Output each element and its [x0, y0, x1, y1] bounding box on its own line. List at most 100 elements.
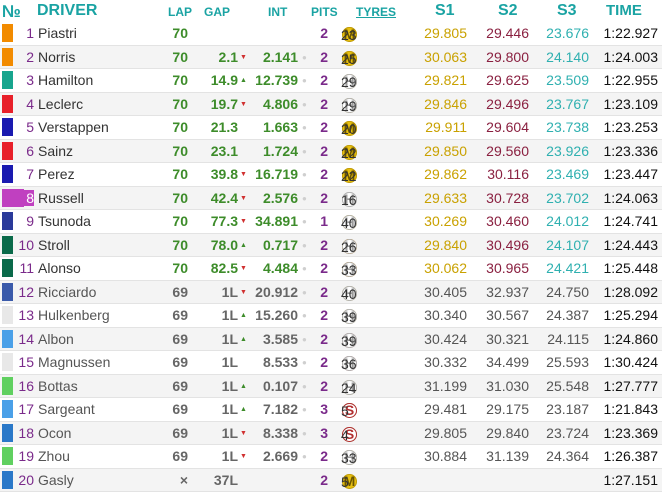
table-row[interactable]: 17Sargeant691L▲7.182●3MHHS529.48129.1752…	[0, 398, 662, 422]
sector3-time: 24.750	[546, 283, 589, 300]
driver-name[interactable]: Zhou	[38, 448, 70, 464]
driver-name[interactable]: Gasly	[38, 471, 74, 488]
lap-time: 1:23.253	[603, 119, 659, 135]
gap-value: 1L	[221, 354, 238, 370]
lap-count: 70	[172, 213, 188, 229]
driver-name[interactable]: Albon	[38, 330, 74, 347]
position-number: 15	[18, 354, 34, 370]
col-header-position[interactable]: №	[2, 2, 21, 21]
status-dot-icon: ●	[302, 264, 307, 273]
table-row[interactable]: 15Magnussen691L8.533●2SHH3630.33234.4992…	[0, 351, 662, 375]
tyre-hard-icon: H	[342, 238, 357, 254]
table-row[interactable]: 7Perez7039.8▼16.719●2MHM2229.86230.11623…	[0, 163, 662, 187]
sector1-time: 29.840	[424, 236, 467, 253]
tyre-age: 20	[341, 121, 357, 137]
pit-count: 2	[320, 166, 328, 182]
table-row[interactable]: 13Hulkenberg691L▲15.260●2MHH3930.34030.5…	[0, 304, 662, 328]
driver-name[interactable]: Verstappen	[38, 119, 109, 135]
col-header-sector3[interactable]: S3	[557, 2, 577, 19]
table-row[interactable]: 8Russell7042.4▼2.576●2HHH1629.63330.7282…	[0, 186, 662, 210]
col-header-gap[interactable]: GAP	[204, 5, 231, 19]
driver-name[interactable]: Tsunoda	[38, 213, 91, 229]
sector2-time: 29.840	[486, 424, 529, 441]
table-row[interactable]: 3Hamilton7014.9▲12.739●2MHH2929.82129.62…	[0, 69, 662, 93]
lap-time: 1:23.369	[603, 424, 659, 441]
sector2-time: 29.496	[486, 95, 529, 112]
sector2-time: 31.030	[486, 377, 529, 394]
pit-count: 2	[320, 119, 328, 135]
table-row[interactable]: 5Verstappen7021.31.663●2MHM2029.91129.60…	[0, 116, 662, 140]
driver-name[interactable]: Bottas	[38, 377, 78, 394]
driver-name[interactable]: Hamilton	[38, 72, 94, 88]
status-dot-icon: ●	[302, 193, 307, 203]
interval-value: 16.719	[255, 166, 298, 182]
status-dot-icon: ●	[302, 287, 307, 297]
col-header-tyres[interactable]: TYRES	[356, 5, 397, 19]
lap-time: 1:26.387	[603, 448, 659, 464]
col-header-interval[interactable]: INT	[268, 5, 288, 19]
team-color-bar	[2, 306, 13, 324]
driver-name[interactable]: Ocon	[38, 424, 72, 441]
team-color-bar	[2, 353, 13, 371]
table-row[interactable]: 2Norris702.1▼2.141●2MHM2530.06329.80024.…	[0, 45, 662, 69]
sector3-time: 24.364	[546, 448, 589, 464]
col-header-lap[interactable]: LAP	[168, 5, 192, 19]
gap-value: 42.4	[210, 189, 238, 206]
driver-name[interactable]: Russell	[38, 189, 84, 206]
driver-name[interactable]: Hulkenberg	[38, 307, 110, 323]
sector1-time: 29.633	[424, 189, 467, 206]
table-row[interactable]: 4Leclerc7019.7▼4.806●2MHH2929.84629.4962…	[0, 92, 662, 116]
driver-name[interactable]: Stroll	[38, 236, 70, 253]
driver-name[interactable]: Norris	[38, 48, 76, 65]
driver-name[interactable]: Piastri	[38, 25, 77, 41]
sector1-time: 29.805	[424, 424, 467, 441]
loss-arrow-icon: ▼	[240, 53, 247, 61]
interval-value: 2.141	[262, 48, 298, 65]
driver-name[interactable]: Sainz	[38, 142, 74, 159]
gain-arrow-icon: ▲	[240, 335, 247, 343]
sector1-time: 29.911	[425, 119, 467, 135]
table-row[interactable]: 6Sainz7023.11.724●2MHM2229.85029.56023.9…	[0, 139, 662, 163]
driver-name[interactable]: Alonso	[38, 260, 81, 276]
status-dot-icon: ●	[302, 99, 307, 109]
driver-rows: 1Piastri702MHM2329.80529.44623.6761:22.9…	[0, 22, 662, 492]
gap-value: 1L	[221, 330, 238, 347]
tyre-hard-icon: H	[342, 97, 357, 113]
table-row[interactable]: 19Zhou691L▼2.669●2MHH3330.88431.13924.36…	[0, 445, 662, 469]
col-header-time[interactable]: TIME	[606, 2, 642, 19]
gap-value: 1L	[221, 401, 238, 417]
position-number: 8	[13, 189, 34, 206]
lap-time: 1:24.003	[603, 48, 659, 65]
sector1-time: 30.884	[424, 448, 467, 464]
sector1-time: 29.850	[424, 142, 467, 159]
driver-name[interactable]: Sargeant	[38, 401, 95, 417]
interval-value: 15.260	[255, 307, 298, 323]
col-header-driver[interactable]: DRIVER	[37, 2, 98, 19]
gain-arrow-icon: ▲	[240, 406, 247, 413]
team-color-bar	[2, 118, 13, 136]
table-row[interactable]: 9Tsunoda7077.3▼34.891●1MH4030.26930.4602…	[0, 210, 662, 234]
col-header-sector1[interactable]: S1	[435, 2, 455, 19]
lap-count: 69	[172, 307, 188, 323]
driver-name[interactable]: Perez	[38, 166, 75, 182]
driver-name[interactable]: Magnussen	[38, 354, 111, 370]
table-row[interactable]: 12Ricciardo691L▼20.912●2MHH4030.40532.93…	[0, 280, 662, 304]
interval-value: 4.806	[262, 95, 298, 112]
interval-value: 1.724	[262, 142, 298, 159]
sector2-time: 29.446	[486, 25, 529, 41]
table-row[interactable]: 11Alonso7082.5▼4.484●2SMH3330.06230.9652…	[0, 257, 662, 281]
sector1-time: 29.805	[424, 25, 467, 41]
table-row[interactable]: 1Piastri702MHM2329.80529.44623.6761:22.9…	[0, 22, 662, 46]
table-row[interactable]: 14Albon691L▲3.585●2SHH3930.42430.32124.1…	[0, 327, 662, 351]
lap-count: 69	[172, 448, 188, 464]
table-row[interactable]: 18Ocon691L▼8.338●3MHHS429.80529.84023.72…	[0, 421, 662, 445]
table-row[interactable]: 10Stroll7078.0▲0.717●2SMH2629.84030.4962…	[0, 233, 662, 257]
table-header: № DRIVER LAP GAP INT PITS TYRES S1 S2 S3…	[0, 0, 662, 22]
position-number: 14	[18, 330, 34, 347]
table-row[interactable]: 16Bottas691L▲0.107●2MHH2431.19931.03025.…	[0, 374, 662, 398]
driver-name[interactable]: Leclerc	[38, 95, 84, 112]
driver-name[interactable]: Ricciardo	[38, 283, 97, 300]
col-header-sector2[interactable]: S2	[498, 2, 518, 19]
col-header-pits[interactable]: PITS	[311, 5, 338, 19]
